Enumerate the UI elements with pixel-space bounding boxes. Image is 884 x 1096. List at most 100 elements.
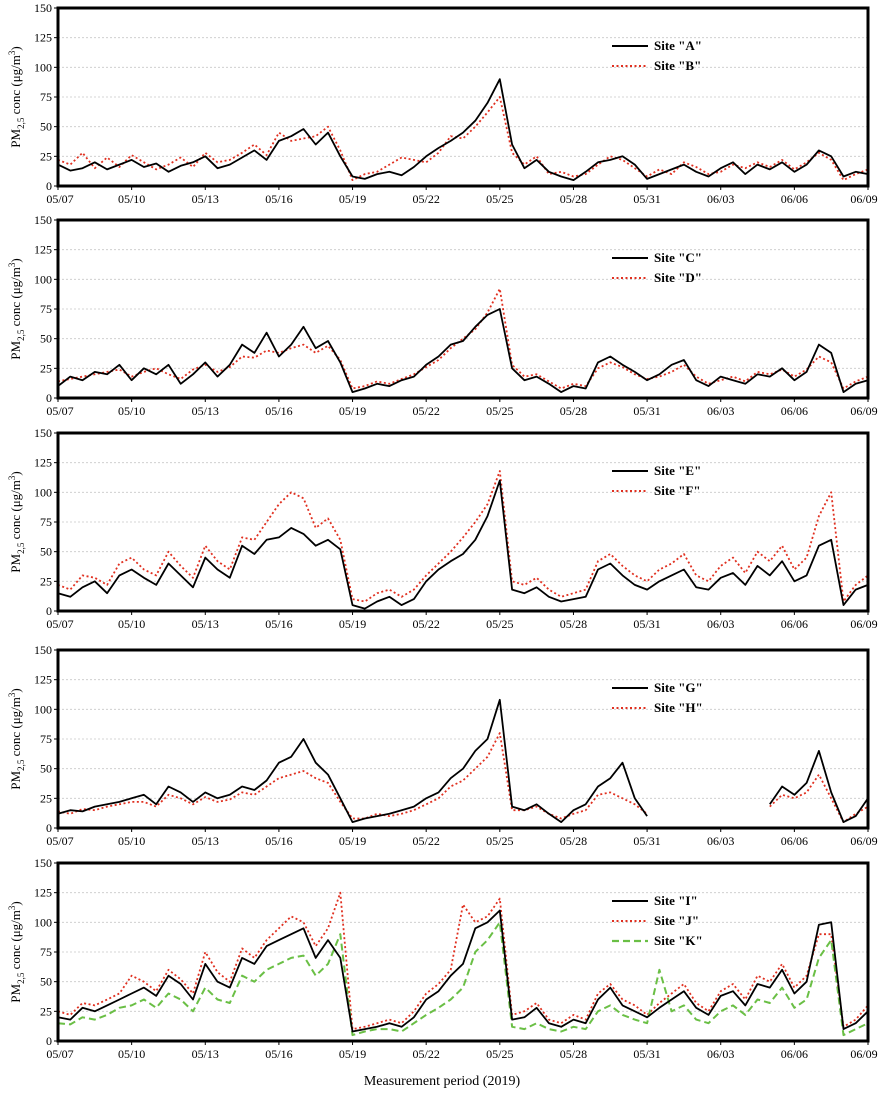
y-axis-label: PM2,5 conc (μg/m3) (7, 688, 26, 789)
x-tick-label: 05/07 (46, 617, 73, 631)
x-tick-label: 05/22 (413, 834, 440, 848)
y-tick-label: 75 (40, 732, 52, 746)
x-tick-label: 06/06 (781, 404, 808, 418)
x-tick-label: 05/25 (486, 617, 513, 631)
legend: Site "E" Site "F" (612, 463, 701, 498)
y-tick-label: 150 (34, 426, 52, 440)
series-line-2 (57, 470, 869, 603)
y-tick-label: 100 (34, 485, 52, 499)
legend-label: Site "E" (654, 463, 701, 478)
y-tick-label: 75 (40, 302, 52, 316)
y-tick-label: 25 (40, 149, 52, 163)
x-tick-label: 05/31 (633, 834, 660, 848)
y-tick-label: 125 (34, 673, 52, 687)
x-tick-label: 05/13 (192, 192, 219, 206)
legend-label: Site "H" (654, 700, 703, 715)
x-tick-label: 05/28 (560, 834, 587, 848)
y-tick-label: 125 (34, 886, 52, 900)
x-tick-label: 06/03 (707, 1047, 734, 1061)
x-tick-label: 06/03 (707, 404, 734, 418)
x-tick-label: 05/13 (192, 834, 219, 848)
x-axis-title: Measurement period (2019) (363, 1074, 521, 1089)
series-line-1 (57, 698, 869, 823)
x-tick-label: 05/31 (633, 192, 660, 206)
legend-label: Site "G" (654, 680, 703, 695)
x-tick-label: 05/28 (560, 192, 587, 206)
x-tick-label: 05/16 (265, 404, 292, 418)
x-tick-label: 05/07 (46, 1047, 73, 1061)
legend: Site "C" Site "D" (612, 250, 702, 285)
x-tick-label: 06/03 (707, 617, 734, 631)
x-tick-label: 05/19 (339, 192, 366, 206)
x-tick-label: 05/25 (486, 404, 513, 418)
chart-panel-4: 0 25 50 75 100 125 150 05/07 05/10 05/13 05/16 05/1… (7, 643, 878, 848)
x-tick-label: 05/22 (413, 617, 440, 631)
x-tick-label: 06/09 (850, 192, 877, 206)
y-tick-label: 0 (46, 1034, 52, 1048)
series-line-2 (57, 891, 869, 1030)
plot-frame (56, 431, 870, 613)
x-tick-label: 05/28 (560, 1047, 587, 1061)
x-tick-label: 05/16 (265, 192, 292, 206)
series-line-2 (57, 96, 869, 181)
y-tick-label: 150 (34, 1, 52, 15)
x-tick-label: 06/09 (850, 1047, 877, 1061)
y-tick-label: 0 (46, 604, 52, 618)
plot-frame (56, 861, 870, 1043)
x-tick-label: 05/22 (413, 192, 440, 206)
x-tick-label: 05/10 (118, 192, 145, 206)
x-tick-label: 05/19 (339, 1047, 366, 1061)
legend-label: Site "C" (654, 250, 702, 265)
plot-frame (56, 218, 870, 400)
x-tick-label: 06/06 (781, 192, 808, 206)
x-tick-label: 05/07 (46, 192, 73, 206)
y-tick-label: 100 (34, 272, 52, 286)
y-tick-label: 0 (46, 821, 52, 835)
chart-panel-1: 0 25 50 75 100 125 150 05/07 05/10 05/13 05/16 05/1… (7, 1, 878, 206)
x-tick-label: 05/10 (118, 404, 145, 418)
x-tick-label: 05/25 (486, 834, 513, 848)
legend-label: Site "F" (654, 483, 701, 498)
chart-panel-2: 0 25 50 75 100 125 150 05/07 05/10 05/13 05/16 05/1… (7, 213, 878, 418)
y-tick-label: 25 (40, 791, 52, 805)
y-tick-label: 50 (40, 975, 52, 989)
y-tick-label: 75 (40, 90, 52, 104)
y-tick-label: 25 (40, 1004, 52, 1018)
chart-panel-3: 0 25 50 75 100 125 150 05/07 05/10 05/13 05/16 05/1… (7, 426, 878, 631)
x-tick-label: 05/31 (633, 1047, 660, 1061)
y-tick-label: 50 (40, 120, 52, 134)
x-tick-label: 05/13 (192, 1047, 219, 1061)
series-line-1 (57, 909, 869, 1033)
x-tick-label: 05/28 (560, 617, 587, 631)
y-tick-label: 100 (34, 915, 52, 929)
x-tick-label: 05/10 (118, 1047, 145, 1061)
series-line-3 (57, 921, 869, 1037)
x-tick-label: 05/16 (265, 834, 292, 848)
legend-label: Site "B" (654, 58, 701, 73)
y-tick-label: 50 (40, 762, 52, 776)
x-tick-label: 05/31 (633, 404, 660, 418)
legend-label: Site "I" (654, 893, 698, 908)
y-axis-label: PM2,5 conc (μg/m3) (7, 258, 26, 359)
y-tick-label: 75 (40, 515, 52, 529)
x-tick-label: 05/19 (339, 404, 366, 418)
y-tick-label: 150 (34, 213, 52, 227)
y-tick-label: 125 (34, 31, 52, 45)
x-tick-label: 05/19 (339, 617, 366, 631)
y-tick-label: 25 (40, 574, 52, 588)
y-tick-label: 100 (34, 60, 52, 74)
y-tick-label: 125 (34, 456, 52, 470)
y-tick-label: 75 (40, 945, 52, 959)
legend-label: Site "K" (654, 933, 703, 948)
plot-frame (56, 6, 870, 188)
x-tick-label: 05/07 (46, 404, 73, 418)
x-tick-label: 06/06 (781, 617, 808, 631)
legend: Site "A" Site "B" (612, 38, 702, 73)
y-axis-label: PM2,5 conc (μg/m3) (7, 901, 26, 1002)
y-tick-label: 0 (46, 179, 52, 193)
x-tick-label: 05/10 (118, 834, 145, 848)
series-line-1 (57, 479, 869, 610)
x-tick-label: 06/09 (850, 834, 877, 848)
legend: Site "I" Site "J" Site "K" (612, 893, 703, 948)
